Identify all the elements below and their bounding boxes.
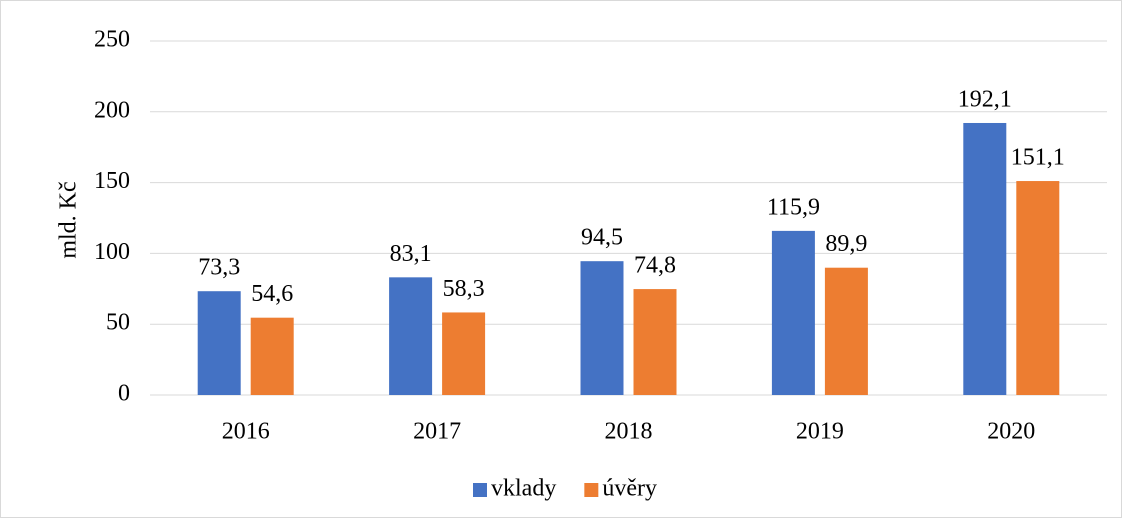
legend-swatch — [584, 483, 599, 497]
data-label: 74,8 — [634, 253, 676, 279]
legend-label: úvěry — [602, 476, 657, 502]
data-label: 83,1 — [390, 241, 432, 267]
bar — [442, 312, 486, 395]
data-label: 151,1 — [1011, 145, 1065, 171]
x-tick-label: 2020 — [987, 419, 1035, 445]
bar — [963, 122, 1007, 396]
data-label: 89,9 — [825, 231, 867, 257]
bar — [580, 261, 624, 395]
y-tick-label: 50 — [106, 310, 130, 336]
data-label: 73,3 — [198, 255, 240, 281]
legend-label: vklady — [491, 476, 556, 502]
y-tick-label: 0 — [118, 381, 130, 407]
bar — [771, 230, 815, 395]
bar — [389, 277, 433, 395]
data-label: 54,6 — [251, 281, 293, 307]
x-tick-label: 2016 — [222, 419, 270, 445]
legend-swatch — [473, 483, 487, 497]
y-tick-label: 250 — [94, 27, 130, 53]
data-label: 94,5 — [581, 225, 623, 251]
bar — [250, 317, 294, 395]
bar — [197, 291, 241, 395]
bar — [633, 289, 677, 395]
bar — [1016, 181, 1060, 395]
data-label: 192,1 — [958, 86, 1012, 112]
y-tick-label: 150 — [94, 168, 130, 194]
y-axis-title: mld. Kč — [56, 181, 82, 258]
y-tick-label: 200 — [94, 97, 130, 123]
x-tick-label: 2017 — [413, 419, 461, 445]
data-label: 115,9 — [767, 194, 820, 220]
x-tick-label: 2019 — [796, 419, 844, 445]
y-tick-label: 100 — [94, 239, 130, 265]
bar — [824, 267, 868, 395]
x-tick-label: 2018 — [605, 419, 653, 445]
data-label: 58,3 — [443, 276, 485, 302]
